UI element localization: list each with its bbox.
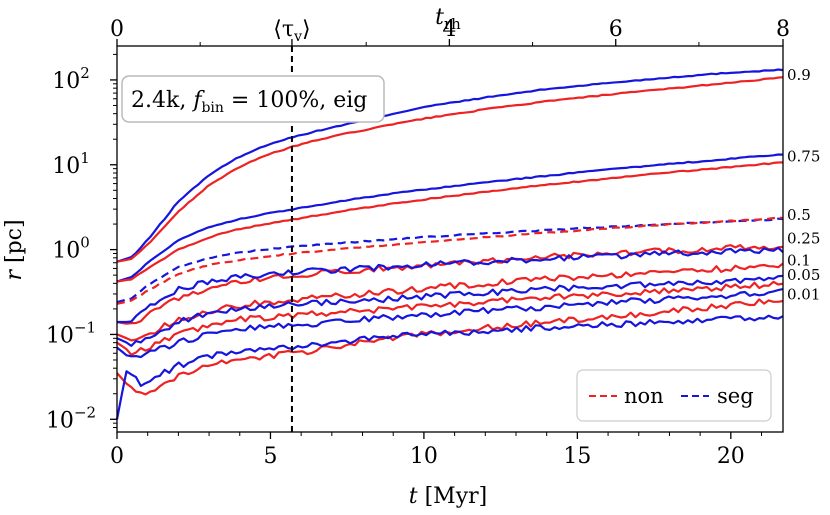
- x-tick-label: 5: [263, 444, 277, 469]
- right-label: 0.25: [787, 230, 820, 248]
- series-line-non-0_05: [116, 280, 784, 356]
- annotation-text: 2.4k, fbin = 100%, eig: [131, 88, 367, 116]
- right-label: 0.05: [787, 266, 820, 284]
- series-line-seg-0_01: [115, 314, 784, 420]
- series-line-seg-0_75: [116, 153, 784, 283]
- annotation-box: 2.4k, fbin = 100%, eig: [121, 75, 385, 123]
- x-tick-label: 10: [410, 444, 438, 469]
- series-line-non-0_9: [116, 76, 784, 263]
- top-tick-label: 6: [609, 17, 623, 42]
- series-line-seg-0_05: [116, 288, 784, 359]
- series-line-non-0_5: [116, 216, 784, 305]
- right-label: 0.75: [787, 147, 820, 165]
- y-tick-label: 10−1: [46, 318, 96, 348]
- legend-frame: [576, 369, 772, 422]
- legend-label-seg: seg: [717, 384, 754, 408]
- right-label: 0.9: [787, 66, 811, 84]
- top-tick-label: 4: [442, 17, 456, 42]
- series-line-seg-0_1: [116, 274, 784, 347]
- series-layer: [115, 68, 784, 420]
- series-line-non-0_25: [116, 244, 784, 325]
- x-tick-label: 15: [563, 444, 591, 469]
- series-line-non-0_01: [116, 298, 784, 396]
- series-line-seg-0_5: [116, 217, 784, 304]
- top-tick-label: 0: [110, 17, 124, 42]
- y-tick-label: 100: [52, 234, 90, 264]
- annotation-frame: [121, 75, 385, 123]
- x-axis-label: t [Myr]: [409, 484, 487, 509]
- y-axis-label: r [pc]: [2, 219, 27, 280]
- x-tick-label: 20: [717, 444, 745, 469]
- series-line-seg-0_9: [116, 68, 784, 263]
- top-axis-label: trh: [435, 5, 461, 33]
- y-tick-label: 102: [52, 64, 90, 94]
- ticks-layer: 0 5 10 15 20 0 4 6 8 ⟨τv⟩ 10−2 10−1 100 101 102: [46, 17, 790, 469]
- top-tick-label: 8: [776, 17, 790, 42]
- right-labels-layer: 0.9 0.75 0.5 0.25 0.10.05 0.01: [787, 66, 820, 304]
- x-tick-label: 0: [110, 444, 124, 469]
- right-label: 0.01: [787, 286, 820, 304]
- y-tick-label: 10−2: [46, 403, 96, 433]
- right-label: 0.1: [787, 252, 811, 270]
- series-line-seg-0_25: [117, 246, 784, 324]
- series-line-non-0_1: [116, 262, 784, 342]
- series-line-non-0_75: [116, 161, 784, 283]
- y-tick-label: 101: [52, 149, 90, 179]
- legend-label-non: non: [624, 384, 664, 408]
- legend: non seg: [576, 369, 772, 422]
- right-label: 0.5: [787, 206, 811, 224]
- tau-v-tick-label: ⟨τv⟩: [273, 17, 310, 45]
